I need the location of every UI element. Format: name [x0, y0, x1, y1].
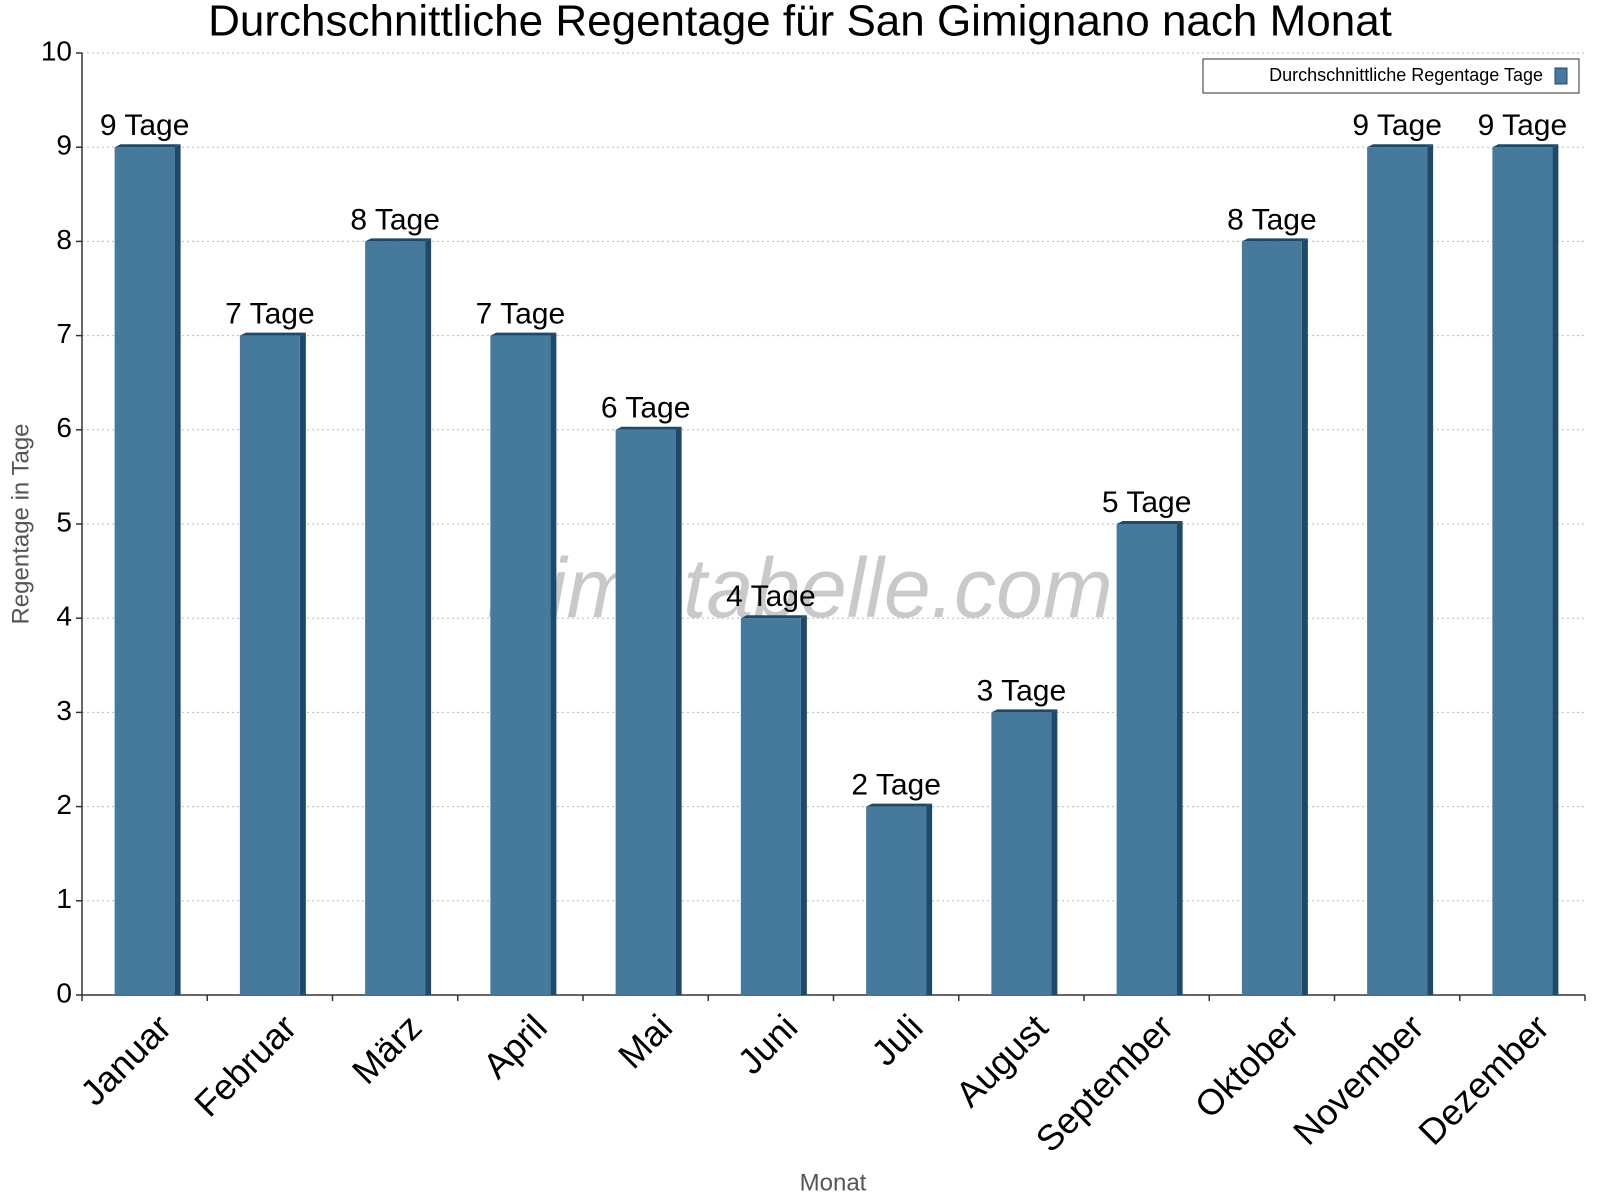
chart-title: Durchschnittliche Regentage für San Gimi… [208, 0, 1392, 46]
x-axis-label: Monat [800, 1169, 867, 1196]
bar-top [1116, 521, 1183, 524]
bar [740, 618, 801, 995]
bar-side [800, 615, 807, 995]
x-tick-label: November [1285, 1006, 1431, 1152]
y-tick-label: 2 [56, 789, 72, 820]
bar-side [1176, 521, 1183, 995]
bar-side [926, 803, 933, 995]
bar [866, 806, 927, 995]
y-tick-label: 1 [56, 883, 72, 914]
bar [490, 335, 551, 996]
bar-side [1427, 144, 1434, 995]
x-tick-label: März [344, 1006, 430, 1092]
bar-side [1552, 144, 1559, 995]
bar [615, 429, 676, 995]
bar [365, 241, 426, 995]
y-tick-label: 9 [56, 130, 72, 161]
bar-top [991, 709, 1058, 713]
bar [239, 335, 300, 996]
bar-top [239, 332, 306, 336]
bar-top [1367, 144, 1434, 148]
value-label: 8 Tage [1227, 203, 1317, 236]
bar-top [740, 615, 807, 619]
value-label: 3 Tage [977, 674, 1067, 707]
x-tick-label: Oktober [1187, 1006, 1307, 1126]
value-label: 9 Tage [1478, 109, 1568, 142]
x-tick-label: Mai [610, 1006, 680, 1076]
value-label: 6 Tage [601, 392, 691, 425]
value-label: 9 Tage [1352, 109, 1442, 142]
y-tick-label: 3 [56, 695, 72, 726]
value-label: 9 Tage [100, 109, 190, 142]
value-label: 2 Tage [851, 769, 941, 802]
bar [1492, 147, 1553, 995]
x-tick-label: Juni [730, 1006, 806, 1082]
value-label: 5 Tage [1102, 486, 1192, 519]
bar-top [866, 803, 933, 807]
x-tick-label: September [1027, 1006, 1181, 1160]
bar [114, 147, 175, 995]
value-label: 7 Tage [225, 298, 315, 331]
legend-swatch [1554, 67, 1568, 85]
x-tick-label: April [475, 1006, 555, 1086]
y-tick-label: 0 [56, 977, 72, 1008]
y-tick-label: 8 [56, 224, 72, 255]
bar-side [675, 426, 682, 995]
x-tick-label: Februar [186, 1006, 304, 1124]
value-label: 7 Tage [476, 298, 566, 331]
bar [1367, 147, 1428, 995]
bar-side [1051, 709, 1058, 995]
bar-side [425, 238, 432, 995]
y-axis-label: Regentage in Tage [7, 423, 34, 624]
bar-top [1241, 238, 1308, 242]
bar-side [299, 332, 306, 996]
bar [1116, 524, 1177, 995]
x-tick-label: Januar [72, 1006, 179, 1113]
bar-top [365, 238, 432, 242]
value-label: 8 Tage [350, 203, 440, 236]
bar [991, 712, 1052, 995]
value-label: 4 Tage [726, 580, 816, 613]
y-tick-label: 7 [56, 318, 72, 349]
bar-side [550, 332, 557, 996]
x-tick-label: August [948, 1006, 1056, 1114]
x-tick-label: Dezember [1410, 1006, 1556, 1152]
x-tick-label: Juli [863, 1006, 930, 1073]
y-tick-label: 4 [56, 601, 72, 632]
bar-top [615, 426, 682, 430]
y-tick-label: 5 [56, 506, 72, 537]
legend-box [1202, 58, 1580, 94]
y-tick-label: 6 [56, 412, 72, 443]
legend-label: Durchschnittliche Regentage Tage [1269, 65, 1543, 85]
bar [1241, 241, 1302, 995]
bar-side [174, 144, 181, 995]
bar-top [114, 144, 181, 148]
y-tick-label: 10 [41, 35, 72, 66]
bar-top [1492, 144, 1559, 148]
bar-top [490, 332, 557, 336]
bar-side [1301, 238, 1308, 995]
